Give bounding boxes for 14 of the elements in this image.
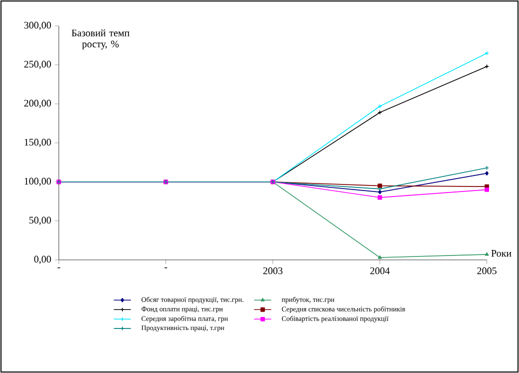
y-tick-label: 100,00 — [24, 178, 51, 186]
y-tick-label: 0,00 — [34, 256, 51, 264]
y-tick-label: 250,00 — [24, 60, 51, 69]
x-tick-label: - — [58, 267, 60, 268]
y-tick-label: 200,00 — [24, 100, 51, 108]
x-tick-label: 2004 — [370, 267, 390, 274]
x-axis-title: Роки — [491, 250, 512, 257]
y-tick-label: 300,00 — [24, 22, 51, 30]
x-tick-label: 2003 — [263, 267, 282, 274]
y-tick-label: 150,00 — [24, 138, 51, 147]
y-axis-title: Базовий темп росту, % — [72, 29, 130, 50]
x-tick-label: - — [164, 267, 168, 268]
x-tick-label: 2005 — [477, 267, 496, 274]
y-tick-label: 50,00 — [29, 216, 51, 225]
